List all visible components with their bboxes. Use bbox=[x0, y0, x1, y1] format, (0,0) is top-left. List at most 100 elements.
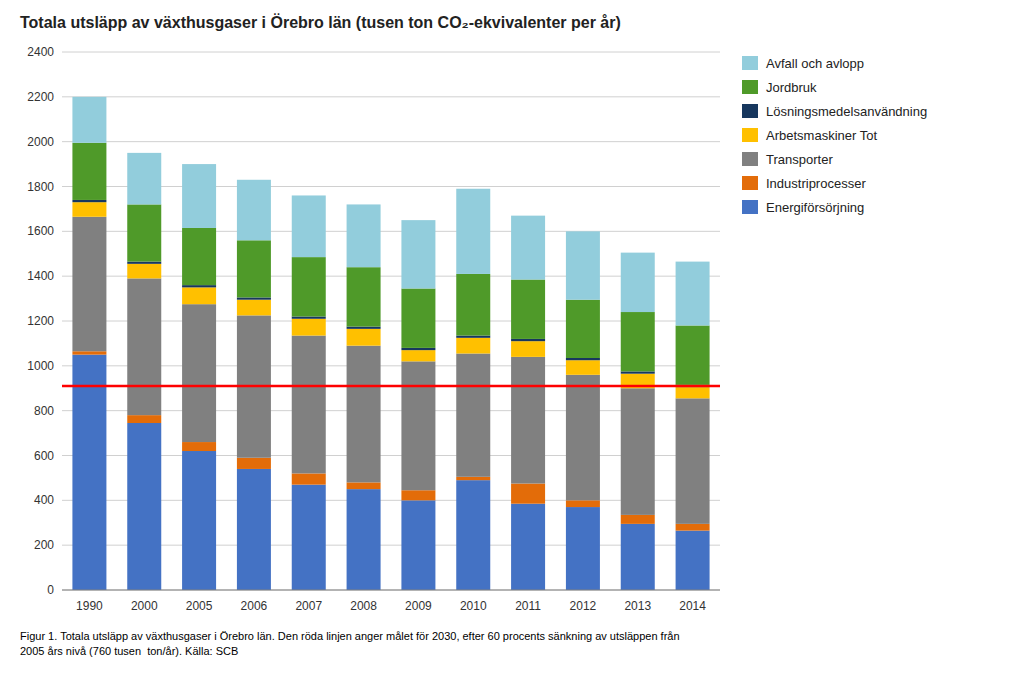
bar-segment bbox=[237, 240, 271, 297]
bar-segment bbox=[292, 473, 326, 484]
bar-segment bbox=[456, 354, 490, 477]
grid-line bbox=[62, 141, 720, 142]
x-tick-label: 2013 bbox=[624, 599, 651, 613]
y-tick-label: 400 bbox=[34, 493, 54, 507]
bar-segment bbox=[401, 350, 435, 361]
bar-segment bbox=[292, 336, 326, 474]
bar-segment bbox=[511, 484, 545, 504]
bars bbox=[62, 97, 720, 590]
legend: Avfall och avloppJordbrukLösningsmedelsa… bbox=[742, 56, 927, 215]
bar-segment bbox=[676, 398, 710, 524]
bar-segment bbox=[237, 469, 271, 590]
y-tick-label: 1800 bbox=[27, 180, 54, 194]
bar-segment bbox=[621, 524, 655, 590]
legend-swatch bbox=[742, 176, 758, 190]
bar-segment bbox=[456, 338, 490, 354]
bar-segment bbox=[401, 500, 435, 590]
bar-segment bbox=[566, 231, 600, 299]
bar-segment bbox=[566, 300, 600, 358]
bar-segment bbox=[621, 371, 655, 373]
bar-segment bbox=[401, 348, 435, 350]
bar-segment bbox=[72, 217, 106, 352]
bar-segment bbox=[292, 485, 326, 590]
bar-segment bbox=[456, 480, 490, 590]
bar-segment bbox=[127, 415, 161, 423]
y-tick-label: 600 bbox=[34, 449, 54, 463]
bar-segment bbox=[292, 195, 326, 257]
bar-segment bbox=[347, 482, 381, 489]
bar-segment bbox=[72, 351, 106, 354]
grid bbox=[62, 52, 720, 590]
bar-segment bbox=[237, 300, 271, 316]
bar-segment bbox=[127, 262, 161, 264]
bar-segment bbox=[511, 341, 545, 357]
bar-segment bbox=[347, 489, 381, 590]
x-tick-label: 2007 bbox=[295, 599, 322, 613]
bar-segment bbox=[621, 515, 655, 524]
caption: Figur 1. Totala utsläpp av växthusgaser … bbox=[20, 630, 680, 657]
y-tick-label: 200 bbox=[34, 538, 54, 552]
bar-segment bbox=[72, 202, 106, 217]
y-tick-label: 1200 bbox=[27, 314, 54, 328]
legend-label: Arbetsmaskiner Tot bbox=[766, 128, 877, 143]
bar-segment bbox=[182, 442, 216, 451]
x-tick-label: 2012 bbox=[570, 599, 597, 613]
bar-segment bbox=[676, 262, 710, 326]
legend-label: Transporter bbox=[766, 152, 833, 167]
legend-swatch bbox=[742, 128, 758, 142]
bar-segment bbox=[456, 189, 490, 274]
bar-segment bbox=[72, 200, 106, 202]
grid-line bbox=[62, 96, 720, 97]
x-tick-label: 2009 bbox=[405, 599, 432, 613]
legend-swatch bbox=[742, 152, 758, 166]
legend-label: Avfall och avlopp bbox=[766, 56, 864, 71]
legend-swatch bbox=[742, 80, 758, 94]
bar-segment bbox=[127, 153, 161, 205]
bar-segment bbox=[182, 228, 216, 285]
bar-segment bbox=[676, 531, 710, 590]
bar-segment bbox=[401, 288, 435, 347]
bar-segment bbox=[347, 329, 381, 346]
legend-label: Energiförsörjning bbox=[766, 200, 864, 215]
bar-segment bbox=[456, 336, 490, 338]
y-tick-label: 1600 bbox=[27, 224, 54, 238]
legend-label: Industriprocesser bbox=[766, 176, 866, 191]
x-tick-label: 2005 bbox=[186, 599, 213, 613]
bar-segment bbox=[621, 253, 655, 312]
bar-segment bbox=[401, 361, 435, 490]
bar-segment bbox=[401, 220, 435, 288]
x-tick-label: 2000 bbox=[131, 599, 158, 613]
bar-segment bbox=[292, 257, 326, 316]
y-tick-label: 1400 bbox=[27, 269, 54, 283]
legend-swatch bbox=[742, 200, 758, 214]
bar-segment bbox=[401, 490, 435, 500]
bar-segment bbox=[127, 204, 161, 261]
x-axis bbox=[62, 590, 720, 591]
bar-segment bbox=[72, 355, 106, 590]
bar-segment bbox=[127, 264, 161, 279]
x-tick-label: 2010 bbox=[460, 599, 487, 613]
chart: Totala utsläpp av växthusgaser i Örebro … bbox=[0, 0, 1024, 681]
legend-swatch bbox=[742, 104, 758, 118]
bar-segment bbox=[237, 297, 271, 299]
bar-segment bbox=[566, 507, 600, 590]
x-tick-label: 2006 bbox=[241, 599, 268, 613]
y-tick-label: 2000 bbox=[27, 135, 54, 149]
bar-segment bbox=[347, 346, 381, 483]
bar-segment bbox=[456, 274, 490, 336]
bar-segment bbox=[347, 204, 381, 267]
bar-segment bbox=[621, 388, 655, 515]
x-tick-label: 2014 bbox=[679, 599, 706, 613]
bar-segment bbox=[621, 312, 655, 371]
y-tick-label: 2200 bbox=[27, 90, 54, 104]
bar-segment bbox=[182, 287, 216, 304]
x-tick-label: 1990 bbox=[76, 599, 103, 613]
bar-segment bbox=[182, 285, 216, 287]
title: Totala utsläpp av växthusgaser i Örebro … bbox=[20, 13, 621, 31]
y-tick-label: 0 bbox=[47, 583, 54, 597]
bar-segment bbox=[292, 317, 326, 319]
bar-segment bbox=[127, 278, 161, 415]
bar-segment bbox=[292, 319, 326, 336]
bar-segment bbox=[127, 423, 161, 590]
bar-segment bbox=[456, 477, 490, 480]
